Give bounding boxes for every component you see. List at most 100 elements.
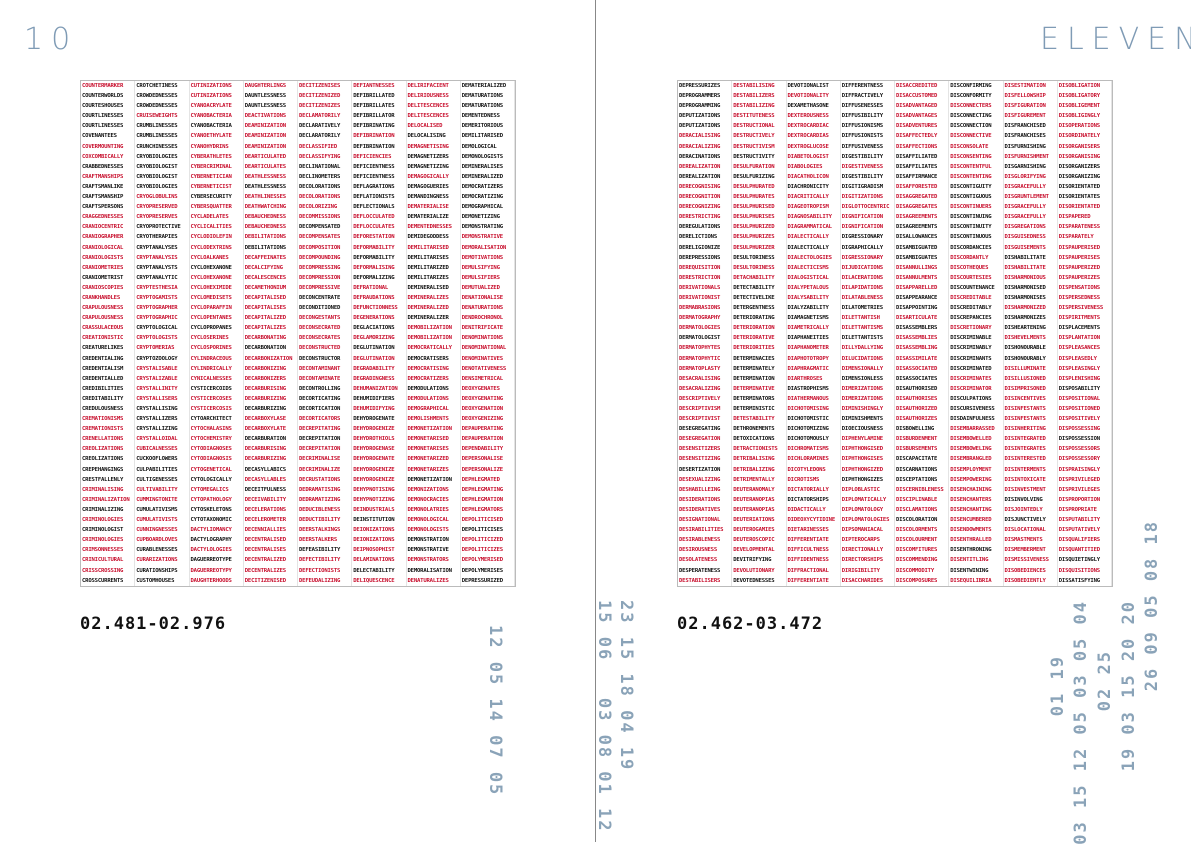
word-cell: DECARBURATION <box>244 434 298 445</box>
word-cell: DACTYLOGRAPHY <box>190 535 244 546</box>
word-cell: CYSTICERCOSIS <box>190 404 244 415</box>
word-cell: DIFFERENTIATE <box>787 535 841 546</box>
word-cell: DESTRUCTIVITY <box>732 151 787 162</box>
word-cell: DISJOINTEDLY <box>1004 504 1058 516</box>
table-row: DERECOGNISING DESULPHURATED DIACHRONICITY D… <box>678 181 1112 193</box>
word-cell: DISOPERATIONS <box>1058 121 1112 132</box>
table-row: CRANIOLOGISTS CRYPTANALYSIS CYCLOALKANES DE… <box>81 252 515 263</box>
word-cell: CYTOGENETICAL <box>190 464 244 475</box>
word-cell: DISALLOWANCES <box>895 232 950 243</box>
table-row: CRAFTSMANLIKE CRYOBIOLOGIES CYBERNETICIST D… <box>81 181 515 193</box>
word-cell: DIRECTIONALLY <box>841 545 895 556</box>
word-cell: DEIONIZATIONS <box>352 525 407 536</box>
word-cell: DECOLORATIONS <box>298 192 353 203</box>
word-cell: DISHARMONIZED <box>1004 303 1058 314</box>
word-cell: DECOMPENSATES <box>298 232 353 243</box>
word-cell: DESEXUALIZING <box>678 474 733 485</box>
word-cell: DISEMBOWELING <box>949 444 1004 455</box>
word-cell: DEACTIVATIONS <box>244 111 298 122</box>
table-row: DERELICTIONS DESULPHURIZES DIALECTICALLY DI… <box>678 232 1112 243</box>
word-cell: DECARBOXYLATE <box>244 424 298 435</box>
code-line: 12 05 14 07 05 <box>485 625 505 797</box>
word-cell: CREATIONISTIC <box>81 333 136 344</box>
word-cell: DETERGENTNESS <box>732 303 787 314</box>
word-cell: DISENCUMBERED <box>949 515 1004 526</box>
word-cell: CRYPTANALYSIS <box>135 252 190 263</box>
word-cell: DESTITUTENESS <box>732 111 787 122</box>
word-cell: DIMENSIONLESS <box>841 373 895 384</box>
word-cell: DISACCREDITED <box>895 81 950 92</box>
word-cell: CYNICALNESSES <box>190 373 244 384</box>
word-cell: DISCONTINUOUS <box>949 232 1004 243</box>
word-cell: DEXTEROUSNESS <box>787 111 841 122</box>
word-cell: DEMERITORIOUS <box>461 121 515 132</box>
word-cell: DECONSTRUCTOR <box>298 353 353 364</box>
word-cell: DECARBURISING <box>244 444 298 455</box>
word-cell: DIAGNOSABILITY <box>787 212 841 223</box>
word-cell: CURABLENESSES <box>135 545 190 556</box>
word-cell: DECOMPRESSING <box>298 262 353 273</box>
word-cell: CRUISEWEIGHTS <box>135 111 190 122</box>
word-cell: DEMONOLOGISTS <box>407 525 461 536</box>
word-cell: CRYOBIOLOGIES <box>135 151 190 162</box>
range-label: 02.462-03.472 <box>677 614 824 634</box>
word-cell: CRYSTALLOIDAL <box>135 434 190 445</box>
word-cell: DESULPHURIZED <box>732 222 787 233</box>
word-cell: DISFELLOWSHIP <box>1004 91 1058 102</box>
table-row: DESHABILLEING DEUTERANOMALY DICTATORIALLY D… <box>678 484 1112 495</box>
word-cell: DISINTERMENTS <box>1004 464 1058 475</box>
word-cell: DISPERSEDNESS <box>1058 292 1112 304</box>
word-cell: CYTODIAGNOSES <box>190 444 244 455</box>
word-cell: DISINVOLVING <box>1004 494 1058 505</box>
word-cell: DISPOSSESSORY <box>1058 454 1112 465</box>
word-cell: DISQUIETINGLY <box>1058 555 1112 566</box>
word-cell: DISHABILITATE <box>1004 252 1058 263</box>
word-cell: DEMONETARIZES <box>407 464 461 475</box>
table-row: DEPROGRAMMING DESTABILIZING DEXAMETHASONE D… <box>678 101 1112 112</box>
word-cell: DEVOTIONALITY <box>787 91 841 102</box>
table-row: DERELIGIONIZE DESULPHURIZER DIALECTICALLY D… <box>678 242 1112 253</box>
word-cell: DECONTAMINANT <box>298 363 353 374</box>
word-cell: DEUTERIATIONS <box>732 515 787 526</box>
word-cell: DISPAUPERIZED <box>1058 262 1112 273</box>
table-row: DERECOGNITION DESULPHURATES DIACRITICALLY D… <box>678 192 1112 203</box>
table-row: DESPERATENESS DEVOLUTIONARY DIFFRACTIONAL D… <box>678 565 1112 576</box>
word-cell: DISAGREEMENTS <box>895 212 950 223</box>
word-cell: DIGRESSIONARY <box>841 252 895 263</box>
table-row: CRINICULTURAL CURARIZATIONS DAGUERREOTYPE D… <box>81 555 515 566</box>
word-cell: COURTESHOUSES <box>81 101 136 112</box>
word-cell: DISCRIMINABLY <box>949 343 1004 354</box>
word-cell: DEPROGRAMMERS <box>678 91 733 102</box>
word-cell: DEHYDROGENIZE <box>352 424 407 435</box>
word-cell: DEREALIZATION <box>678 171 733 182</box>
word-cell: DECENTRALIZED <box>244 555 298 566</box>
word-cell: DIABETOLOGIST <box>787 151 841 162</box>
table-row: CREDULOUSNESS CRYSTALLISING CYSTICERCOSIS D… <box>81 404 515 415</box>
word-cell: DIGNIFICATION <box>841 222 895 233</box>
word-cell: DISORGANIZING <box>1058 171 1112 182</box>
word-cell: DIGESTIVENESS <box>841 161 895 172</box>
word-cell: DELIQUESCENCE <box>352 575 407 586</box>
word-cell: CYANOBACTERIA <box>190 121 244 132</box>
word-cell: DEUTERANOMALY <box>732 484 787 495</box>
word-cell: DISPUTABILITY <box>1058 515 1112 526</box>
word-cell: DISCONTIGUITY <box>949 181 1004 193</box>
word-cell: DEMILITARISED <box>461 131 515 142</box>
word-cell: DISEMPOWERING <box>949 474 1004 485</box>
word-cell: DEMOLOGICAL <box>461 141 515 152</box>
word-cell: DENOMINATIONAL <box>461 343 515 354</box>
word-cell: DISPENSATIONS <box>1058 282 1112 293</box>
word-cell: CYCLOPARAFFIN <box>190 303 244 314</box>
word-cell: DESULPHURIZES <box>732 232 787 243</box>
word-cell: DISCAPACITATE <box>895 454 950 465</box>
word-cell: DISCONTINUITY <box>949 222 1004 233</box>
table-row: DERMABRASIONS DETERGENTNESS DIALYZABILITY D… <box>678 303 1112 314</box>
word-cell: DEPOLITICIZED <box>461 535 515 546</box>
word-cell: DEDRAMATISING <box>298 484 353 495</box>
word-cell: DEOXYGENATION <box>461 404 515 415</box>
word-cell: DESTRUCTIVELY <box>732 131 787 142</box>
word-cell: DELITESCENCES <box>407 111 461 122</box>
word-cell: DEMONOLATRIES <box>407 504 461 516</box>
gutter <box>595 0 596 842</box>
word-cell: DISBURDENMENT <box>895 434 950 445</box>
